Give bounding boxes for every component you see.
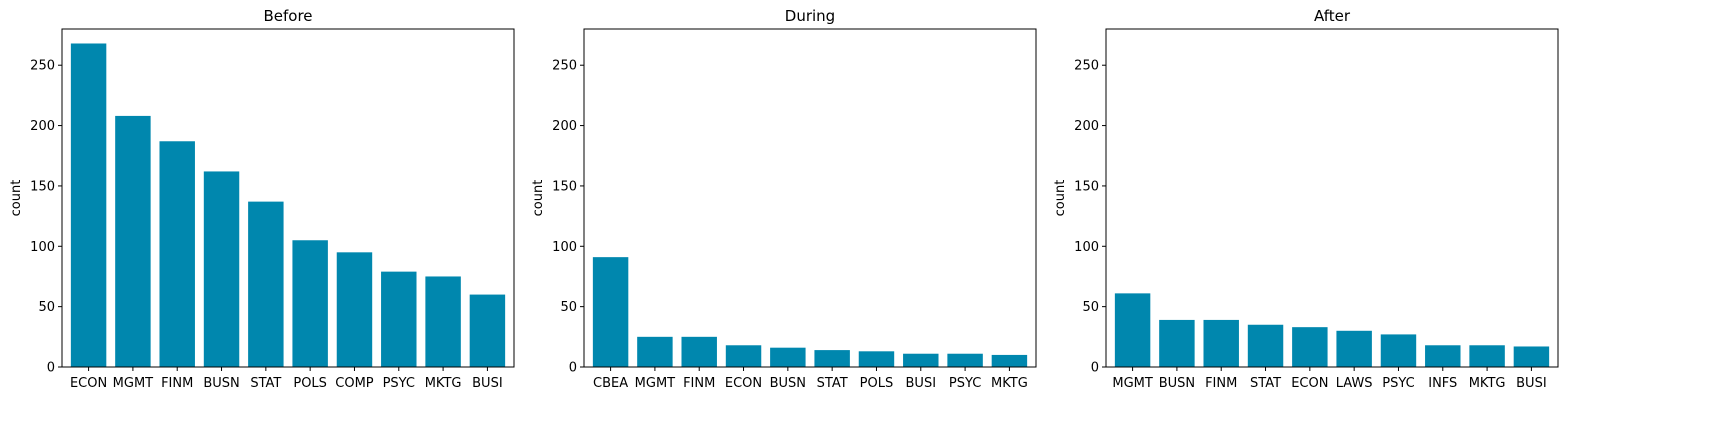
x-tick-label: BUSN: [1159, 376, 1195, 391]
bar-econ: [1292, 327, 1328, 367]
x-tick-label: CBEA: [593, 376, 628, 391]
bar-stat: [248, 201, 284, 367]
axes-frame: [1105, 28, 1559, 368]
bar-finm: [159, 141, 195, 367]
bar-mgmt: [637, 336, 673, 367]
y-tick-label: 0: [569, 361, 577, 376]
y-tick-label: 200: [1074, 119, 1099, 134]
bar-comp: [336, 252, 373, 367]
bar-infs: [1425, 345, 1461, 367]
chart-title: During: [785, 7, 835, 25]
y-tick-label: 100: [1074, 240, 1099, 255]
x-tick-label: BUSI: [472, 376, 503, 391]
bar-pols: [858, 351, 895, 367]
bar-stat: [814, 350, 850, 367]
subplot-during: 0 50 100 150 200 250 CBEA MGMT FINM ECON BUSN STAT P…: [531, 7, 1037, 391]
x-tick-label: BUSI: [1516, 376, 1547, 391]
y-tick-label: 0: [1091, 361, 1099, 376]
bar-mktg: [991, 354, 1028, 367]
axes-frame: [583, 28, 1037, 368]
bar-psyc: [381, 271, 417, 367]
y-tick-label: 200: [30, 119, 55, 134]
y-tick-label: 150: [552, 179, 577, 194]
y-tick-label: 50: [1082, 300, 1099, 315]
bar-stat: [1247, 324, 1284, 367]
bar-econ: [70, 43, 107, 367]
x-tick-label: PSYC: [1382, 376, 1414, 391]
y-tick-label: 250: [1074, 59, 1099, 74]
y-tick-label: 50: [560, 300, 577, 315]
y-tick-label: 150: [30, 179, 55, 194]
bar-mgmt: [1114, 293, 1151, 367]
y-axis-label: count: [1053, 180, 1068, 217]
x-tick-label: STAT: [250, 376, 281, 391]
x-tick-label: MGMT: [1112, 376, 1153, 391]
x-tick-label: POLS: [293, 376, 327, 391]
x-tick-label: POLS: [860, 376, 894, 391]
bar-psyc: [947, 353, 983, 367]
bar-mktg: [1469, 345, 1505, 367]
bar-busi: [469, 294, 506, 367]
x-tick-label: STAT: [1250, 376, 1281, 391]
x-tick-label: PSYC: [949, 376, 981, 391]
bar-busn: [1159, 319, 1195, 367]
y-tick-label: 100: [552, 240, 577, 255]
x-tick-label: PSYC: [383, 376, 415, 391]
bar-busi: [1513, 346, 1550, 367]
bar-pols: [292, 240, 328, 367]
y-tick-label: 100: [30, 240, 55, 255]
subplot-before: 0 50 100 150 200 250 ECON MGMT FINM BUSN STAT POLS C…: [9, 7, 515, 391]
chart-title: Before: [263, 7, 312, 25]
bar-laws: [1336, 330, 1372, 367]
y-tick-label: 150: [1074, 179, 1099, 194]
x-tick-label: STAT: [817, 376, 848, 391]
subplot-after: 0 50 100 150 200 250 MGMT BUSN FINM STAT ECON LAWS P…: [1053, 7, 1559, 391]
bar-mktg: [425, 276, 461, 367]
bar-finm: [1203, 319, 1239, 367]
x-tick-label: ECON: [1291, 376, 1328, 391]
x-tick-label: BUSI: [906, 376, 937, 391]
y-axis-label: count: [9, 180, 24, 217]
x-tick-label: ECON: [70, 376, 107, 391]
x-tick-label: FINM: [683, 376, 715, 391]
x-tick-label: ECON: [725, 376, 762, 391]
bar-psyc: [1380, 334, 1417, 367]
bar-finm: [681, 336, 717, 367]
x-tick-label: FINM: [1205, 376, 1237, 391]
y-tick-label: 50: [38, 300, 55, 315]
y-tick-label: 250: [30, 59, 55, 74]
x-tick-label: MKTG: [425, 376, 462, 391]
y-tick-label: 200: [552, 119, 577, 134]
x-tick-label: INFS: [1428, 376, 1457, 391]
x-tick-label: COMP: [335, 376, 374, 391]
bar-busn: [770, 347, 806, 367]
chart-title: After: [1314, 7, 1351, 25]
bar-busn: [203, 171, 240, 367]
x-tick-label: FINM: [161, 376, 193, 391]
x-tick-label: BUSN: [770, 376, 806, 391]
y-tick-label: 0: [47, 361, 55, 376]
axes-frame: [61, 28, 515, 368]
x-tick-label: MKTG: [1469, 376, 1506, 391]
bar-econ: [725, 345, 762, 367]
x-tick-label: BUSN: [203, 376, 239, 391]
x-tick-label: LAWS: [1336, 376, 1373, 391]
x-tick-label: MKTG: [991, 376, 1028, 391]
x-tick-label: MGMT: [635, 376, 676, 391]
bar-busi: [903, 353, 939, 367]
y-axis-label: count: [531, 180, 546, 217]
x-tick-label: MGMT: [113, 376, 154, 391]
y-tick-label: 250: [552, 59, 577, 74]
bar-mgmt: [115, 115, 151, 368]
bar-cbea: [592, 257, 629, 367]
